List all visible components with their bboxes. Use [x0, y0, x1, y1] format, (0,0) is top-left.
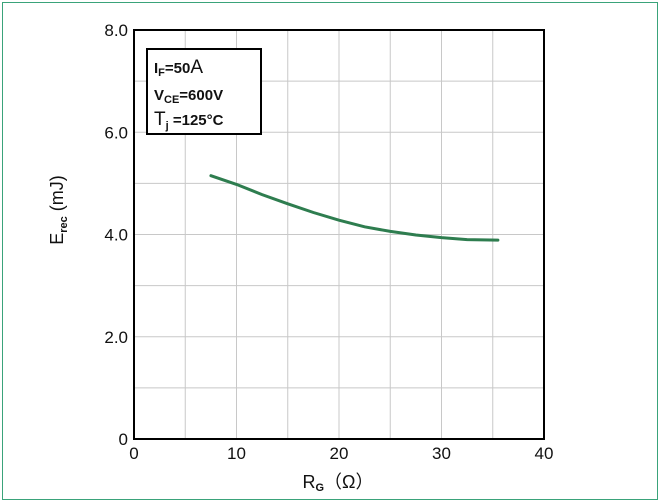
y-axis-label: Erec (mJ) [47, 175, 70, 245]
legend-line-voltage: VCE=600V [154, 87, 223, 106]
series-line [209, 174, 500, 242]
x-tick-label: 0 [129, 444, 138, 463]
legend-line-current: IF=50A [154, 57, 203, 79]
plot-area-border [133, 29, 545, 440]
chart-frame [2, 2, 658, 500]
x-tick-label: 30 [432, 444, 451, 463]
y-tick-label: 8.0 [104, 21, 128, 40]
legend-box [146, 48, 262, 135]
y-tick-label: 4.0 [104, 226, 128, 245]
y-tick-label: 0 [119, 430, 128, 449]
x-axis-label: RG（Ω） [302, 472, 373, 494]
tick-labels: 0 10 20 30 40 0 2.0 4.0 6.0 8.0 [104, 21, 553, 463]
y-tick-label: 2.0 [104, 328, 128, 347]
legend: IF=50A VCE=600V Tj =125°C [146, 48, 262, 135]
x-tick-label: 20 [330, 444, 349, 463]
x-tick-label: 10 [227, 444, 246, 463]
y-tick-label: 6.0 [104, 123, 128, 142]
legend-line-temperature: Tj =125°C [154, 109, 224, 132]
x-tick-label: 40 [535, 444, 554, 463]
